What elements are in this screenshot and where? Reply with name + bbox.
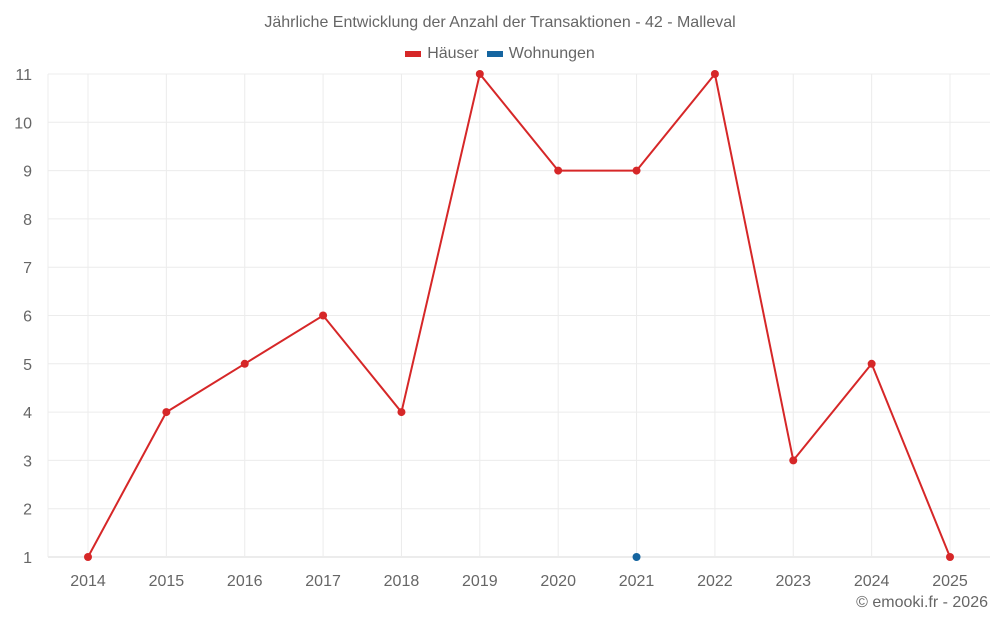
data-point: [240, 359, 249, 368]
x-tick-label: 2025: [932, 573, 968, 590]
legend-label-wohnungen: Wohnungen: [508, 45, 595, 62]
data-point: [946, 553, 954, 561]
y-tick-label: 7: [23, 260, 32, 277]
x-tick-label: 2016: [227, 573, 263, 590]
x-tick-label: 2019: [462, 573, 498, 590]
series-line-0: [87, 71, 951, 558]
y-tick-label: 11: [15, 67, 32, 84]
y-tick-label: 6: [23, 309, 32, 326]
data-point: [84, 553, 92, 561]
data-point: [789, 456, 798, 465]
credit-text: © emooki.fr - 2026: [856, 594, 988, 611]
y-tick-label: 1: [23, 550, 32, 567]
chart-title: Jährliche Entwicklung der Anzahl der Tra…: [264, 14, 736, 31]
legend-item-wohnungen[interactable]: Wohnungen: [486, 45, 595, 63]
data-point: [475, 70, 484, 78]
legend-label-haeuser: Häuser: [427, 45, 479, 62]
x-tick-label: 2021: [619, 573, 655, 590]
legend-swatch-wohnungen: [486, 51, 503, 57]
x-tick-label: 2018: [384, 573, 420, 590]
legend-item-haeuser[interactable]: Häuser: [405, 45, 479, 63]
y-tick-label: 8: [23, 212, 32, 229]
y-tick-label: 3: [23, 453, 32, 470]
chart-legend: Häuser Wohnungen: [0, 45, 1000, 63]
data-point: [397, 408, 406, 417]
data-point: [632, 553, 641, 561]
legend-swatch-haeuser: [405, 51, 422, 57]
y-tick-label: 10: [14, 115, 32, 132]
data-point: [710, 70, 719, 78]
x-tick-label: 2022: [697, 573, 733, 590]
x-tick-label: 2015: [149, 573, 185, 590]
x-tick-label: 2017: [305, 573, 341, 590]
data-point: [319, 311, 328, 320]
data-point: [632, 166, 641, 175]
x-tick-label: 2023: [775, 573, 811, 590]
data-point: [554, 166, 563, 175]
y-tick-label: 9: [23, 164, 32, 181]
y-tick-label: 5: [23, 357, 32, 374]
x-tick-label: 2024: [854, 573, 890, 590]
data-point: [867, 359, 876, 368]
data-point: [162, 408, 171, 417]
y-tick-label: 2: [23, 502, 32, 519]
x-tick-label: 2020: [540, 573, 576, 590]
y-tick-label: 4: [23, 405, 32, 422]
x-tick-label: 2014: [70, 573, 106, 590]
